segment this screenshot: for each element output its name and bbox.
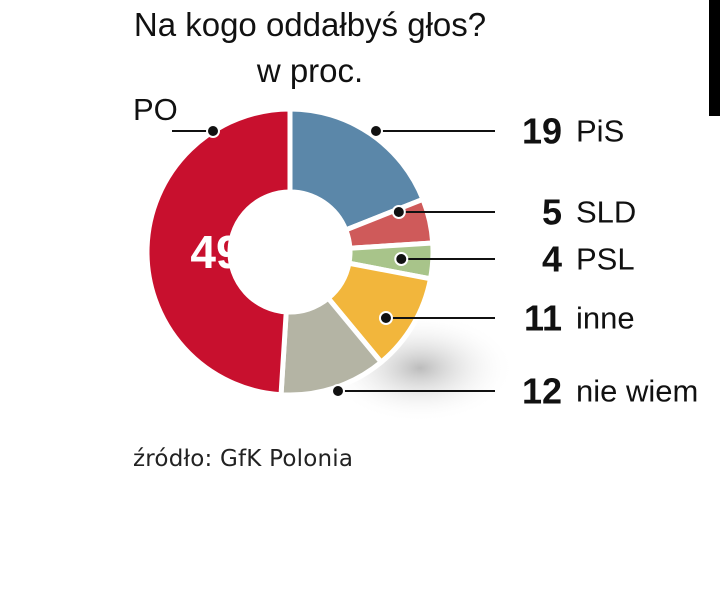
name-label-sld: SLD <box>576 195 636 230</box>
leader-dot-inne <box>378 311 393 325</box>
value-label-po: 49 <box>190 226 241 278</box>
name-label-po: PO <box>133 92 178 127</box>
name-label-inne: inne <box>576 301 635 336</box>
value-label-inne: 11 <box>524 298 562 339</box>
slice-pis <box>287 106 426 233</box>
name-label-psl: PSL <box>576 242 635 277</box>
chart-subtitle: w proc. <box>256 52 364 89</box>
value-label-pis: 19 <box>522 111 562 152</box>
leader-dot-sld <box>391 205 406 219</box>
chart-title: Na kogo oddałbyś głos? <box>133 6 487 43</box>
leader-dot-po <box>206 124 220 138</box>
leader-dot-psl <box>394 252 409 266</box>
name-label-nie-wiem: nie wiem <box>576 374 698 409</box>
leader-dot-nie-wiem <box>331 384 345 398</box>
source-note: źródło: GfK Polonia <box>133 446 354 472</box>
value-label-nie-wiem: 12 <box>522 371 562 412</box>
right-edge-bar <box>709 0 720 116</box>
name-label-pis: PiS <box>576 114 624 149</box>
value-label-sld: 5 <box>542 192 562 233</box>
leader-dot-pis <box>369 124 383 138</box>
slice-po <box>144 106 293 398</box>
value-label-psl: 4 <box>542 239 562 280</box>
